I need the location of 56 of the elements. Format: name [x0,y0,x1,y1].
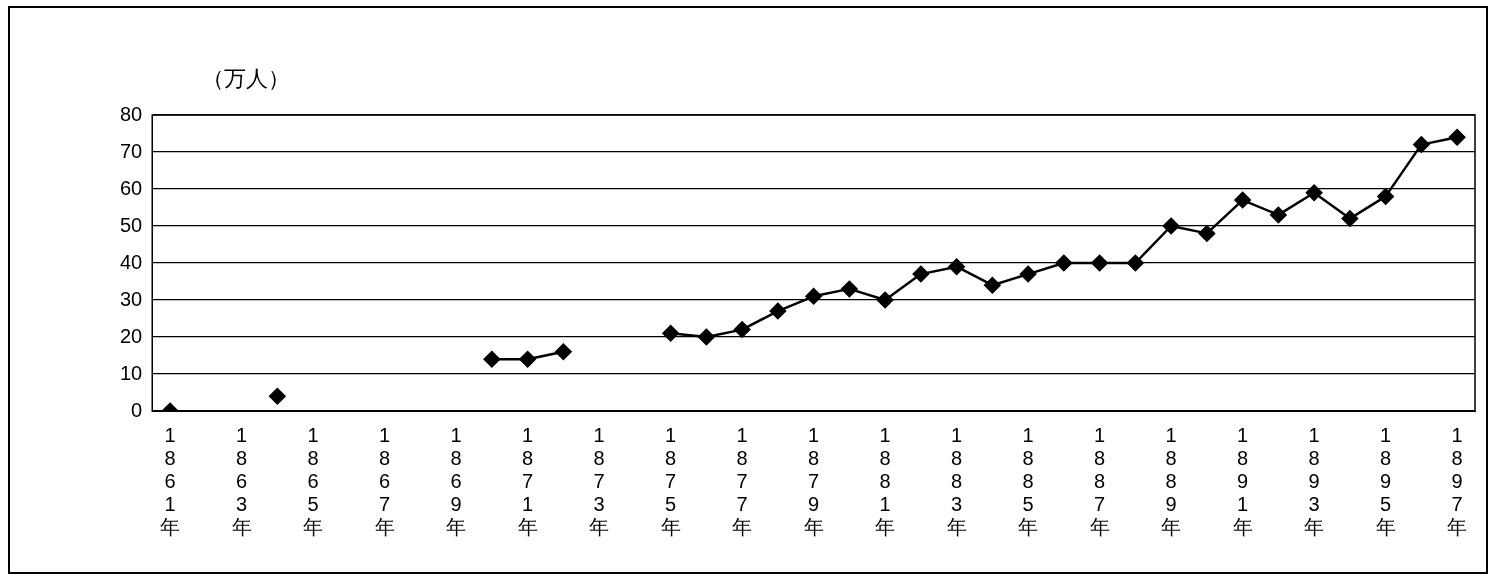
x-tick-label: 1861年 [160,424,181,539]
y-tick-label: 80 [120,102,143,125]
point [1234,191,1251,209]
y-axis-title: （万人） [202,65,291,91]
point [1162,217,1180,235]
x-tick-label: 1887年 [1089,424,1110,539]
x-tick-label: 1875年 [660,424,681,539]
y-tick-label: 60 [120,176,143,199]
point [1305,184,1323,201]
y-tick-label: 0 [131,398,143,421]
point [1377,188,1394,205]
point [733,321,751,338]
point [269,387,286,405]
point [769,302,787,320]
x-tick-label: 1883年 [946,424,967,539]
x-tick-label: 1877年 [732,424,753,539]
point [1198,225,1216,242]
point [948,258,965,275]
point [555,343,572,361]
point [1055,254,1073,272]
y-tick-label: 50 [120,213,143,236]
y-tick-label: 20 [120,324,143,347]
point [984,276,1001,294]
x-tick-label: 1895年 [1375,424,1396,539]
x-tick-label: 1879年 [803,424,824,539]
point [1091,254,1108,272]
point [483,350,501,368]
x-tick-label: 1891年 [1232,424,1253,539]
x-tick-label: 1897年 [1447,424,1468,539]
x-tick-label: 1863年 [231,424,252,539]
x-tick-label: 1885年 [1018,424,1039,539]
point [698,328,715,346]
x-tick-label: 1873年 [589,424,610,539]
point [1413,136,1430,153]
y-tick-label: 30 [120,287,143,310]
y-tick-label: 40 [120,250,143,273]
x-tick-label: 1867年 [374,424,395,539]
x-tick-label: 1871年 [517,424,538,539]
x-tick-label: 1889年 [1161,424,1182,539]
point [662,325,679,342]
point [1448,128,1466,146]
point [1019,265,1037,283]
point [805,288,822,305]
x-tick-label: 1869年 [446,424,467,539]
point [1127,254,1144,272]
point [1341,210,1359,227]
point [912,265,930,283]
y-tick-label: 10 [120,361,143,384]
x-tick-label: 1881年 [875,424,896,539]
x-tick-label: 1893年 [1304,424,1325,539]
point [876,291,894,309]
point [841,280,858,298]
x-tick-label: 1865年 [303,424,324,539]
point [519,350,536,368]
y-tick-label: 70 [120,139,143,162]
point [1270,206,1287,224]
